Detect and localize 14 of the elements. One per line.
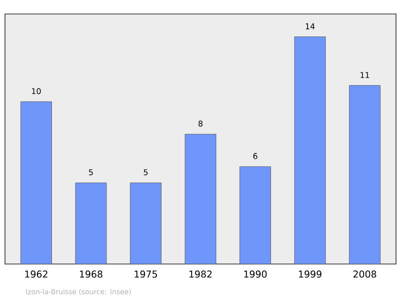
- bar: [184, 134, 216, 264]
- x-tick-label: 1962: [25, 270, 48, 278]
- bar: [20, 101, 52, 264]
- x-tick-label: 1999: [299, 270, 322, 278]
- bar: [240, 166, 271, 264]
- x-tick-label: 1982: [190, 270, 212, 278]
- bar: [349, 85, 380, 264]
- x-tick-label: 2008: [353, 270, 376, 278]
- bar: [294, 36, 326, 264]
- bar: [130, 182, 162, 264]
- x-tick-label: 1975: [134, 270, 157, 278]
- x-tick-label: 1990: [244, 270, 267, 278]
- x-tick-label: 1968: [80, 270, 102, 278]
- bar: [75, 182, 107, 264]
